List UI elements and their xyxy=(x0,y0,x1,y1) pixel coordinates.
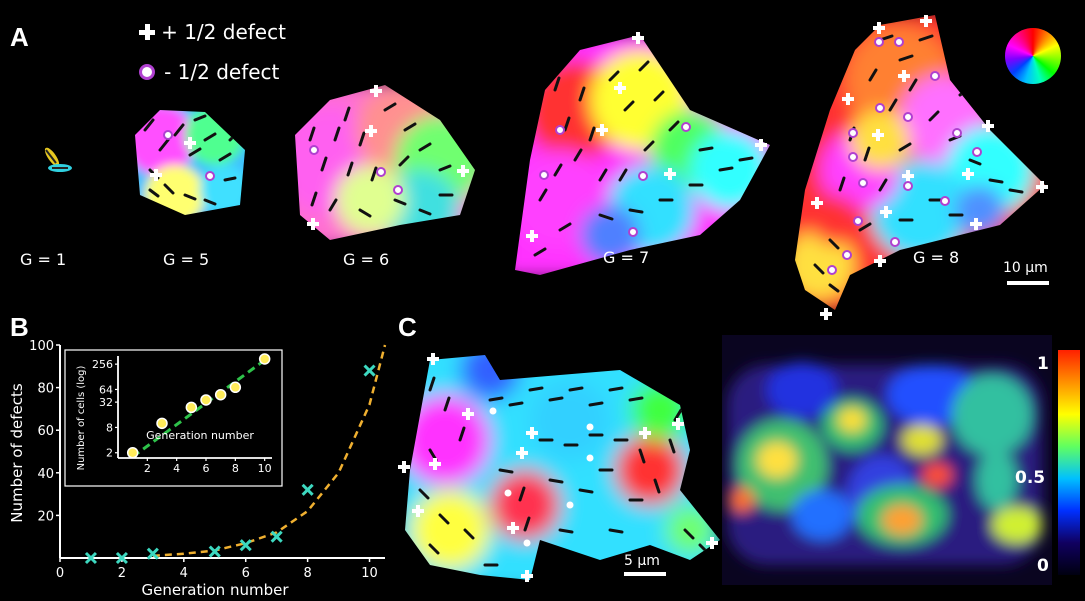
marker-stroke xyxy=(270,530,283,543)
defects-chart: 0 2 4 6 8 10 20 40 60 80 100 Generation number Num… xyxy=(8,339,387,599)
generation-label-g8: G = 8 xyxy=(913,248,960,267)
generation-label-g6: G = 6 xyxy=(343,250,390,269)
marker-stroke xyxy=(146,547,159,560)
plus-defect-label: + 1/2 defect xyxy=(161,20,286,44)
y-tick-label: 40 xyxy=(37,467,54,482)
generation-label-g5: G = 5 xyxy=(163,250,210,269)
data-point-x-marker xyxy=(146,547,159,560)
inset-y-tick-label: 8 xyxy=(106,421,113,434)
marker-stroke xyxy=(208,545,221,558)
inset-data-point xyxy=(258,353,271,365)
inset-x-tick-label: 4 xyxy=(173,462,180,475)
inset-y-tick-label: 64 xyxy=(99,383,113,396)
plus-defect-icon xyxy=(138,23,156,41)
marker-stroke xyxy=(363,364,376,377)
x-tick-label: 6 xyxy=(242,566,250,581)
heatmap-colorbar xyxy=(1058,350,1080,575)
data-point-x-marker xyxy=(115,551,128,565)
cells-x-axis-label: Generation number xyxy=(146,429,254,442)
defects-y-axis-label: Number of defects xyxy=(8,383,26,523)
marker-stroke xyxy=(84,551,98,565)
defects-fit-curve xyxy=(152,344,387,558)
scale-bar-c-label: 5 µm xyxy=(624,553,660,569)
inset-data-point xyxy=(229,381,242,394)
data-point-x-marker xyxy=(84,551,98,565)
inset-data-point xyxy=(214,388,227,401)
cells-data-points xyxy=(126,353,271,459)
y-tick-label: 20 xyxy=(37,509,54,524)
colorbar-mid-label: 0.5 xyxy=(1015,468,1046,488)
scale-bar-c xyxy=(624,572,666,576)
inset-data-point xyxy=(185,401,198,414)
y-tick-label: 100 xyxy=(29,339,54,354)
generation-label-g7: G = 7 xyxy=(603,248,650,267)
colony-g6 xyxy=(295,85,475,240)
inset-fit-line xyxy=(131,355,270,459)
data-point-x-marker xyxy=(301,483,314,496)
plus-defect-legend: + 1/2 defect xyxy=(138,20,286,44)
inset-x-tick-label: 8 xyxy=(232,462,239,475)
orientation-color-wheel-icon xyxy=(1005,28,1061,84)
marker-stroke xyxy=(301,483,314,496)
cells-fit-line xyxy=(131,355,270,459)
panel-c-letter: C xyxy=(398,312,417,342)
inset-data-point xyxy=(156,417,168,430)
data-point-x-marker xyxy=(270,530,283,543)
colony-g7 xyxy=(515,32,770,275)
data-point-x-marker xyxy=(239,539,252,552)
generation-label-g1: G = 1 xyxy=(20,250,67,269)
panel-c-orientation-map xyxy=(398,353,720,582)
defects-data-points xyxy=(84,364,376,565)
minus-defect-legend: - 1/2 defect xyxy=(138,60,279,84)
minus-defect-icon xyxy=(139,64,155,80)
colorbar-min-label: 0 xyxy=(1037,556,1049,576)
scale-bar-a-label: 10 µm xyxy=(1003,260,1048,276)
data-point-x-marker xyxy=(363,364,376,377)
fit-curve-path xyxy=(152,344,387,558)
inset-data-point xyxy=(126,446,139,459)
defects-chart-axes: 0 2 4 6 8 10 20 40 60 80 100 xyxy=(29,339,385,581)
panel-a-colonies xyxy=(44,15,1048,320)
inset-x-tick-label: 2 xyxy=(144,462,151,475)
data-point-x-marker xyxy=(208,545,221,558)
inset-y-tick-label: 32 xyxy=(99,396,113,409)
marker-stroke xyxy=(239,539,252,552)
scale-bar-a xyxy=(1007,281,1049,285)
panel-a-letter: A xyxy=(10,22,29,52)
cells-y-axis-label: Number of cells (log) xyxy=(76,365,87,470)
x-tick-label: 0 xyxy=(56,566,64,581)
marker-stroke xyxy=(115,551,128,565)
colony-g1 xyxy=(44,147,72,172)
x-tick-label: 10 xyxy=(361,566,378,581)
x-tick-label: 2 xyxy=(118,566,126,581)
panel-b-letter: B xyxy=(10,312,29,342)
colony-g5 xyxy=(135,110,245,215)
x-tick-label: 4 xyxy=(180,566,188,581)
inset-data-point xyxy=(200,394,212,406)
defects-x-axis-label: Generation number xyxy=(142,581,290,599)
inset-x-tick-label: 6 xyxy=(203,462,210,475)
y-tick-label: 80 xyxy=(37,382,54,397)
x-tick-label: 8 xyxy=(303,566,311,581)
minus-defect-label: - 1/2 defect xyxy=(164,60,280,84)
inset-y-tick-label: 2 xyxy=(106,447,113,460)
colorbar-max-label: 1 xyxy=(1037,354,1049,374)
y-tick-label: 60 xyxy=(37,424,54,439)
inset-y-tick-label: 256 xyxy=(92,358,113,371)
panel-c-heatmap xyxy=(722,335,1052,585)
inset-x-tick-label: 10 xyxy=(258,462,272,475)
